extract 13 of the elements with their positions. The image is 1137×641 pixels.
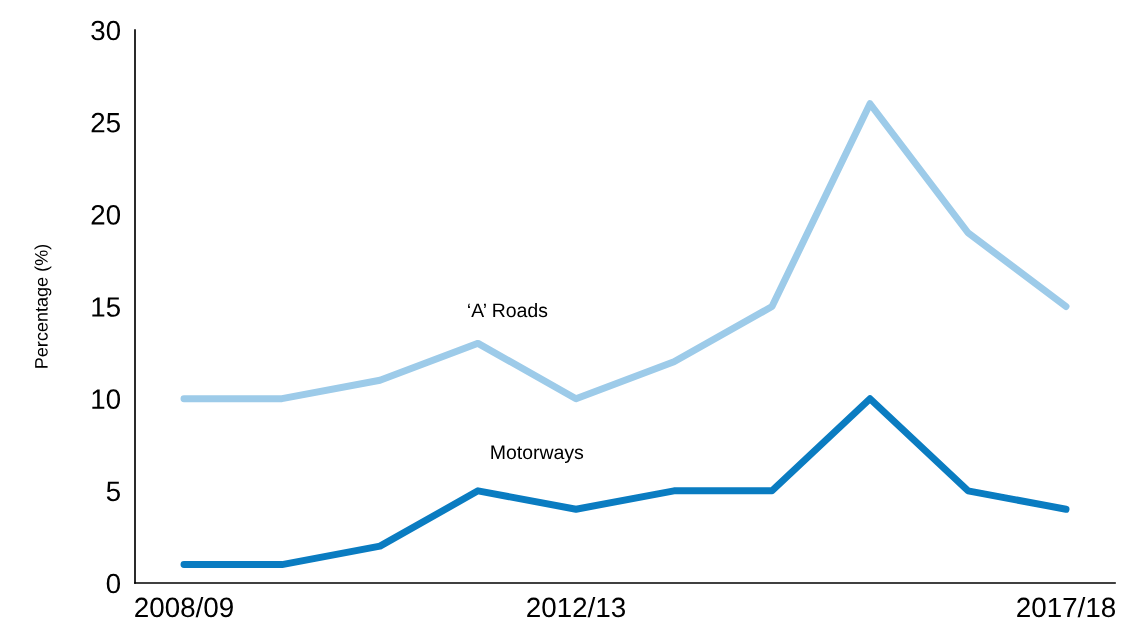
x-tick-label: 2008/09 <box>135 596 233 618</box>
y-tick-label: 30 <box>91 20 121 41</box>
series-label: ‘A’ Roads <box>468 302 548 318</box>
y-tick-label: 10 <box>92 389 121 410</box>
series-label: Motorways <box>491 445 584 463</box>
y-tick-label: 5 <box>106 481 120 502</box>
y-tick-label: 15 <box>92 297 120 317</box>
y-tick-label: 0 <box>106 573 121 594</box>
y-axis-title: Percentage (%) <box>34 244 52 368</box>
x-tick-label: 2012/13 <box>527 596 625 618</box>
x-tick-label: 2017/18 <box>1017 596 1115 618</box>
y-tick-label: 25 <box>91 112 120 133</box>
y-tick-label: 20 <box>91 205 121 225</box>
